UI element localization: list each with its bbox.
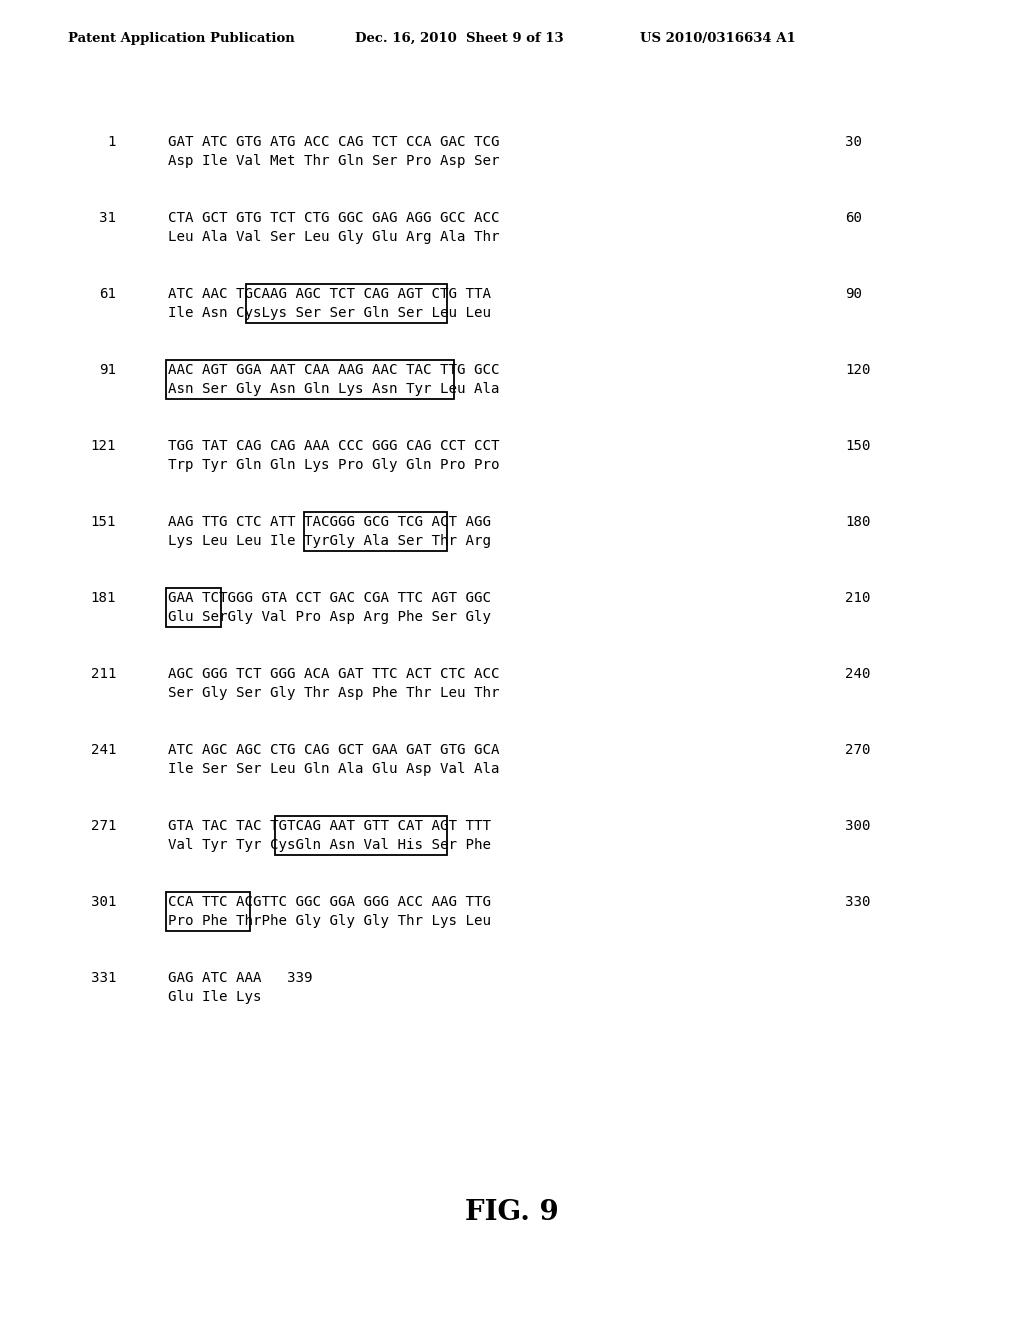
Text: 1: 1 — [108, 135, 116, 149]
Text: Ile Ser Ser Leu Gln Ala Glu Asp Val Ala: Ile Ser Ser Leu Gln Ala Glu Asp Val Ala — [168, 762, 500, 776]
Text: 331: 331 — [90, 972, 116, 985]
Text: GAG ATC AAA   339: GAG ATC AAA 339 — [168, 972, 312, 985]
Text: AAG TTG CTC ATT TACGGG GCG TCG ACT AGG: AAG TTG CTC ATT TACGGG GCG TCG ACT AGG — [168, 515, 490, 529]
Text: 270: 270 — [845, 743, 870, 756]
Text: 91: 91 — [99, 363, 116, 378]
Text: Patent Application Publication: Patent Application Publication — [68, 32, 295, 45]
Text: 30: 30 — [845, 135, 862, 149]
Text: 180: 180 — [845, 515, 870, 529]
Text: Ser Gly Ser Gly Thr Asp Phe Thr Leu Thr: Ser Gly Ser Gly Thr Asp Phe Thr Leu Thr — [168, 686, 500, 700]
Text: ATC AGC AGC CTG CAG GCT GAA GAT GTG GCA: ATC AGC AGC CTG CAG GCT GAA GAT GTG GCA — [168, 743, 500, 756]
Text: Lys Leu Leu Ile TyrGly Ala Ser Thr Arg: Lys Leu Leu Ile TyrGly Ala Ser Thr Arg — [168, 535, 490, 548]
Text: 150: 150 — [845, 440, 870, 453]
Text: Glu Ile Lys: Glu Ile Lys — [168, 990, 261, 1005]
Text: CCA TTC ACGTTC GGC GGA GGG ACC AAG TTG: CCA TTC ACGTTC GGC GGA GGG ACC AAG TTG — [168, 895, 490, 909]
Text: GAA TCTGGG GTA CCT GAC CGA TTC AGT GGC: GAA TCTGGG GTA CCT GAC CGA TTC AGT GGC — [168, 591, 490, 605]
Text: 151: 151 — [90, 515, 116, 529]
Text: 210: 210 — [845, 591, 870, 605]
Text: 300: 300 — [845, 818, 870, 833]
Text: 120: 120 — [845, 363, 870, 378]
Text: GAT ATC GTG ATG ACC CAG TCT CCA GAC TCG: GAT ATC GTG ATG ACC CAG TCT CCA GAC TCG — [168, 135, 500, 149]
Bar — [304, 512, 446, 550]
Text: 181: 181 — [90, 591, 116, 605]
Text: 301: 301 — [90, 895, 116, 909]
Text: US 2010/0316634 A1: US 2010/0316634 A1 — [640, 32, 796, 45]
Text: 60: 60 — [845, 211, 862, 224]
Text: 90: 90 — [845, 286, 862, 301]
Text: 61: 61 — [99, 286, 116, 301]
Text: Leu Ala Val Ser Leu Gly Glu Arg Ala Thr: Leu Ala Val Ser Leu Gly Glu Arg Ala Thr — [168, 230, 500, 244]
Bar — [166, 892, 250, 931]
Text: CTA GCT GTG TCT CTG GGC GAG AGG GCC ACC: CTA GCT GTG TCT CTG GGC GAG AGG GCC ACC — [168, 211, 500, 224]
Text: Ile Asn CysLys Ser Ser Gln Ser Leu Leu: Ile Asn CysLys Ser Ser Gln Ser Leu Leu — [168, 306, 490, 319]
Text: 31: 31 — [99, 211, 116, 224]
Text: 240: 240 — [845, 667, 870, 681]
Text: Pro Phe ThrPhe Gly Gly Gly Thr Lys Leu: Pro Phe ThrPhe Gly Gly Gly Thr Lys Leu — [168, 913, 490, 928]
Text: 121: 121 — [90, 440, 116, 453]
Bar — [166, 360, 454, 399]
Text: Val Tyr Tyr CysGln Asn Val His Ser Phe: Val Tyr Tyr CysGln Asn Val His Ser Phe — [168, 838, 490, 851]
Text: GTA TAC TAC TGTCAG AAT GTT CAT AGT TTT: GTA TAC TAC TGTCAG AAT GTT CAT AGT TTT — [168, 818, 490, 833]
Text: Trp Tyr Gln Gln Lys Pro Gly Gln Pro Pro: Trp Tyr Gln Gln Lys Pro Gly Gln Pro Pro — [168, 458, 500, 473]
Text: Asn Ser Gly Asn Gln Lys Asn Tyr Leu Ala: Asn Ser Gly Asn Gln Lys Asn Tyr Leu Ala — [168, 381, 500, 396]
Text: 330: 330 — [845, 895, 870, 909]
Bar — [166, 587, 221, 627]
Text: AAC AGT GGA AAT CAA AAG AAC TAC TTG GCC: AAC AGT GGA AAT CAA AAG AAC TAC TTG GCC — [168, 363, 500, 378]
Text: Glu SerGly Val Pro Asp Arg Phe Ser Gly: Glu SerGly Val Pro Asp Arg Phe Ser Gly — [168, 610, 490, 624]
Text: TGG TAT CAG CAG AAA CCC GGG CAG CCT CCT: TGG TAT CAG CAG AAA CCC GGG CAG CCT CCT — [168, 440, 500, 453]
Text: 211: 211 — [90, 667, 116, 681]
Text: FIG. 9: FIG. 9 — [465, 1199, 559, 1225]
Bar — [246, 284, 446, 323]
Bar — [275, 816, 446, 855]
Text: ATC AAC TGCAAG AGC TCT CAG AGT CTG TTA: ATC AAC TGCAAG AGC TCT CAG AGT CTG TTA — [168, 286, 490, 301]
Text: AGC GGG TCT GGG ACA GAT TTC ACT CTC ACC: AGC GGG TCT GGG ACA GAT TTC ACT CTC ACC — [168, 667, 500, 681]
Text: 271: 271 — [90, 818, 116, 833]
Text: Dec. 16, 2010  Sheet 9 of 13: Dec. 16, 2010 Sheet 9 of 13 — [355, 32, 563, 45]
Text: Asp Ile Val Met Thr Gln Ser Pro Asp Ser: Asp Ile Val Met Thr Gln Ser Pro Asp Ser — [168, 154, 500, 168]
Text: 241: 241 — [90, 743, 116, 756]
